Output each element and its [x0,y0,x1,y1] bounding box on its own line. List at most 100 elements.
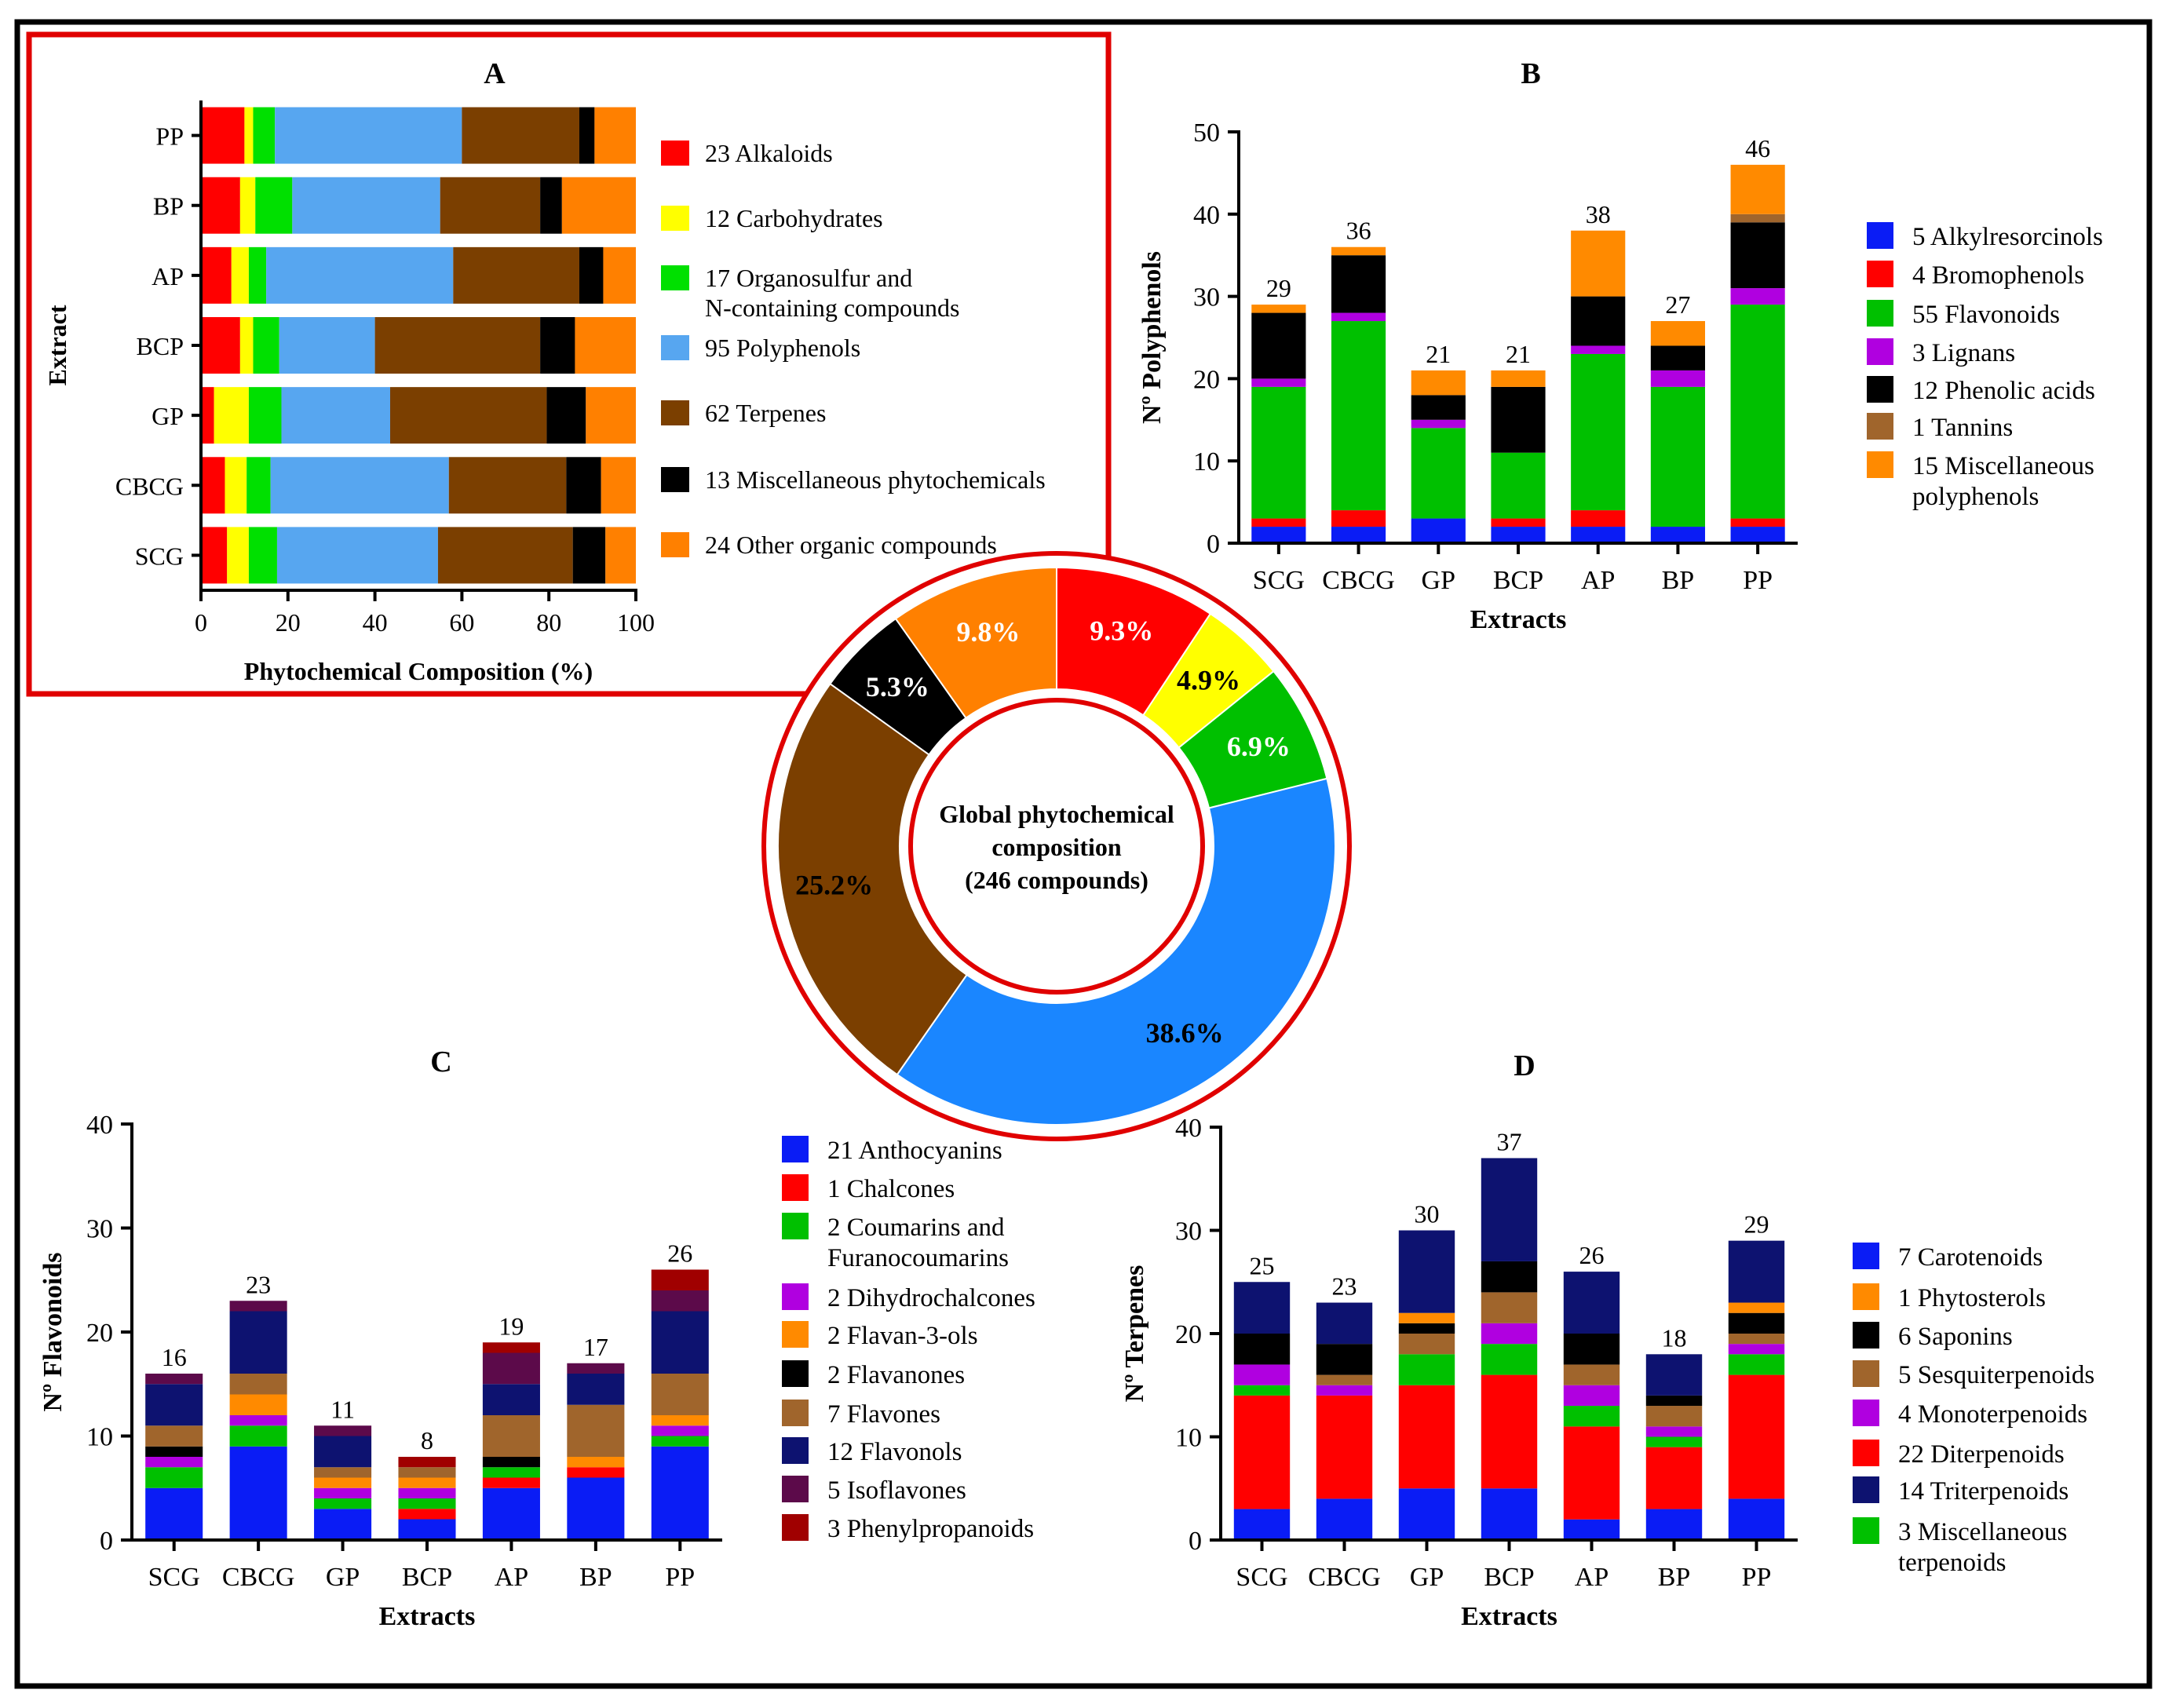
bar-segment [1571,510,1626,527]
legend-label-line: 6 Saponins [1898,1323,2013,1351]
bar-segment [1730,527,1785,543]
x-tick-label: BP [1658,1563,1691,1592]
donut-slice-label: 6.9% [1227,731,1291,762]
bar-segment [1481,1292,1538,1323]
legend-label-line: 5 Alkylresorcinols [1912,223,2103,251]
bar-segment [440,177,541,234]
legend-label: 2 Coumarins and Furanocoumarins [827,1213,1009,1272]
bar-segment [605,527,636,584]
bar-segment [1645,1426,1703,1437]
bar-total-label: 26 [667,1239,692,1268]
bar-segment [1316,1302,1373,1345]
legend-label: 1 Phytosterols [1898,1284,2046,1312]
bar-segment [1331,321,1386,511]
bar-segment [1331,312,1386,322]
legend-label: 5 Alkylresorcinols [1912,223,2103,251]
donut-slice-label: 25.2% [795,870,873,901]
bar-segment [248,387,282,444]
bar-segment [1251,518,1306,527]
bar-segment [540,177,562,234]
bar-segment [229,1311,287,1374]
x-tick-label: 80 [536,608,561,637]
legend-label: 2 Flavanones [827,1361,965,1389]
bar-segment [1563,1406,1620,1427]
bar-segment [651,1269,709,1290]
legend-swatch [782,1283,809,1310]
x-tick-label: GP [1422,566,1455,595]
x-tick-label: AP [1581,566,1615,595]
y-tick-label: 10 [86,1423,113,1452]
bar-segment [229,1301,287,1312]
bar-segment [145,1457,203,1468]
y-axis-label: Nº Polyphenols [1137,251,1167,424]
bar-segment [1491,386,1546,453]
bar-segment [566,457,601,514]
bar-segment [567,1467,625,1478]
bar-segment [579,107,595,164]
legend-label: 95 Polyphenols [705,334,860,362]
legend-label: 21 Anthocyanins [827,1137,1002,1165]
bar-segment [1645,1406,1703,1427]
bar-segment [1398,1323,1455,1334]
bar-segment [1233,1509,1291,1540]
bar-segment [1411,518,1466,543]
bar-segment [1650,345,1706,370]
bar-segment [651,1436,709,1447]
bar-total-label: 8 [421,1426,433,1454]
legend-label: 3 Phenylpropanoids [827,1515,1034,1543]
x-tick-label: CBCG [1308,1563,1381,1592]
bar-segment [292,177,440,234]
bar-segment [276,527,438,584]
x-tick-label: PP [1742,1563,1772,1592]
bar-segment [437,527,573,584]
y-tick-label: 30 [86,1215,113,1244]
panel-d: D 25 SCG 23 CBCG 30 GP 37 BCP 26 AP 18 BP 29 PP 0 10 20 30… [1120,1049,2094,1631]
bar-segment [1730,288,1785,305]
y-tick-label: 20 [86,1319,113,1348]
bar-segment [281,387,390,444]
bar-segment [275,107,462,164]
legend-label-line: 12 Flavonols [827,1438,962,1466]
bar-segment [1331,527,1386,543]
bar-segment [482,1477,540,1488]
bar-segment [1650,370,1706,387]
legend-swatch [782,1136,809,1162]
bar-segment [1411,395,1466,420]
y-tick-label: 30 [1193,283,1220,312]
bar-segment [214,387,249,444]
donut-slice [896,777,1336,1126]
y-tick-label: 40 [86,1111,113,1140]
legend-swatch [661,335,689,360]
donut-slice-label: 9.3% [1090,615,1153,647]
bar-total-label: 21 [1506,340,1531,368]
bar-segment [314,1477,372,1488]
bar-segment [482,1415,540,1457]
bar-segment [229,1374,287,1395]
legend-swatch [1853,1476,1879,1503]
bar-segment [201,457,225,514]
legend-swatch [661,467,689,492]
legend-swatch [782,1321,809,1348]
legend-swatch [1853,1517,1879,1544]
x-tick-label: 40 [363,608,388,637]
bar-segment [579,246,604,304]
legend-label: 17 Organosulfur and N-containing compound… [705,264,959,322]
legend-swatch [1867,261,1893,287]
legend-label-line: 12 Carbohydrates [705,204,883,232]
y-axis-label: Nº Flavonoids [38,1253,68,1412]
bar-segment [229,1415,287,1426]
y-axis-label: Extract [43,305,71,385]
x-tick-label: BCP [402,1563,452,1592]
legend-label: 22 Diterpenoids [1898,1440,2065,1469]
bar-segment [248,527,277,584]
bar-segment [561,177,636,234]
bar-segment [1728,1312,1785,1334]
bar-segment [201,527,228,584]
y-tick-label: 40 [1175,1114,1202,1143]
bar-segment [201,246,232,304]
donut-center-title: (246 compounds) [965,866,1148,894]
legend-swatch [1853,1360,1879,1387]
bar-segment [225,457,247,514]
bar-total-label: 29 [1744,1210,1769,1239]
